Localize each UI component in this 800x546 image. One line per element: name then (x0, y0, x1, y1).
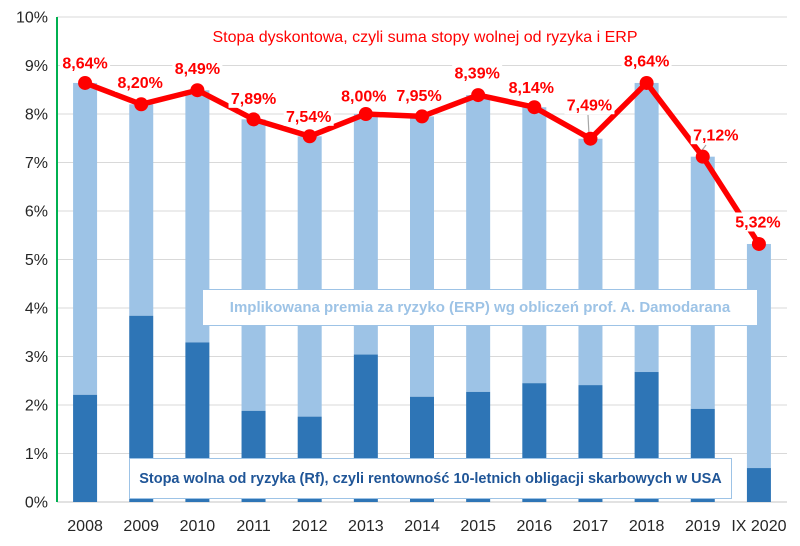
bar-erp-segment (578, 138, 603, 386)
y-axis-tick-label: 3% (25, 349, 48, 366)
line-point-marker (246, 112, 261, 127)
label-leader-line (587, 114, 590, 136)
data-label-background (394, 85, 444, 105)
x-axis-tick-label: 2008 (67, 518, 103, 535)
x-axis-tick-label: 2016 (517, 518, 553, 535)
y-axis-tick-label: 7% (25, 155, 48, 172)
x-axis-tick-label: 2019 (685, 518, 721, 535)
data-label-background (172, 58, 223, 78)
line-point-marker (751, 236, 766, 251)
rf-annotation-label: Stopa wolna od ryzyka (Rf), czyli rentow… (139, 470, 722, 487)
line-point-marker (134, 97, 149, 112)
line-data-label: 8,39% (454, 66, 499, 83)
y-axis-tick-label: 1% (25, 446, 48, 463)
line-point-marker (695, 149, 710, 164)
y-axis-tick-label: 4% (25, 301, 48, 318)
line-data-label: 8,64% (624, 54, 669, 71)
data-label-background (621, 51, 672, 71)
line-point-marker (583, 131, 598, 146)
bar-rf-segment (73, 394, 98, 502)
erp-annotation-label: Implikowana premia za ryzyko (ERP) wg ob… (229, 299, 731, 316)
x-axis-tick-labels: 2008 2009 2010 2011 2012 2013 2014 2015 2016 2017… (67, 518, 786, 535)
bar-erp-segment (73, 82, 98, 395)
data-label-background (732, 212, 783, 232)
line-data-label: 7,49% (567, 97, 612, 114)
line-data-label: 7,12% (693, 127, 738, 144)
line-data-label: 8,64% (62, 56, 107, 73)
line-point-marker (527, 100, 542, 115)
line-point-marker (358, 107, 373, 121)
data-label-backgrounds (60, 51, 783, 232)
bar-erp-segment (297, 136, 322, 417)
line-point-marker (302, 129, 317, 144)
line-data-label: 8,20% (118, 75, 163, 92)
y-axis-tick-label: 5% (25, 252, 48, 269)
bar-erp-segment (466, 95, 491, 392)
data-label-background (690, 125, 741, 145)
line-point-marker (639, 75, 654, 90)
data-label-background (115, 72, 166, 92)
bar-erp-segment (522, 107, 547, 384)
x-axis-tick-label: IX 2020 (731, 518, 786, 535)
data-label-background (338, 86, 389, 106)
bar-rf-segment (746, 468, 771, 502)
data-label-background (452, 63, 503, 83)
y-axis-tick-label: 9% (25, 58, 48, 75)
x-axis-tick-label: 2011 (236, 518, 271, 535)
line-data-label: 8,00% (341, 89, 386, 106)
line-markers (78, 75, 766, 251)
data-label-background (506, 77, 557, 97)
line-data-label: 5,32% (735, 215, 780, 232)
data-label-background (60, 53, 111, 73)
line-point-marker (415, 109, 429, 124)
erp-annotation-box: Implikowana premia za ryzyko (ERP) wg ob… (202, 289, 758, 326)
x-axis-tick-label: 2010 (180, 518, 216, 535)
y-axis-tick-label: 6% (25, 204, 48, 221)
y-axis-tick-label: 0% (25, 495, 48, 512)
y-axis-tick-label: 2% (25, 398, 48, 415)
line-data-label: 7,54% (286, 109, 331, 126)
x-axis-tick-label: 2014 (404, 518, 440, 535)
line-data-label: 8,14% (509, 80, 554, 97)
line-data-label: 7,89% (231, 91, 276, 108)
bar-erp-segment (241, 119, 266, 411)
bar-erp-segment (410, 116, 434, 397)
x-axis-tick-label: 2018 (629, 518, 665, 535)
data-labels: 8,64% 8,20% 8,49% 7,89% 7,54% 8,00% 7,95% 8,39%… (62, 54, 780, 232)
bar-erp-segment (634, 82, 659, 373)
bar-erp-segment (746, 243, 771, 469)
line-point-marker (190, 83, 205, 98)
x-axis-tick-label: 2015 (460, 518, 496, 535)
line-point-marker (78, 75, 93, 90)
bar-erp-segment (129, 104, 154, 316)
y-axis-tick-label: 10% (16, 10, 48, 27)
line-data-label: 8,49% (175, 61, 220, 78)
line-point-marker (471, 88, 486, 103)
bar-erp-segment (690, 156, 715, 409)
rf-annotation-box: Stopa wolna od ryzyka (Rf), czyli rentow… (129, 458, 732, 499)
y-axis-tick-label: 8% (25, 107, 48, 124)
x-axis-tick-label: 2017 (573, 518, 609, 535)
data-label-background (283, 106, 334, 126)
x-axis-tick-label: 2012 (292, 518, 328, 535)
data-label-background (228, 88, 279, 108)
x-axis-tick-label: 2013 (348, 518, 384, 535)
y-axis-tick-labels: 0% 1% 2% 3% 4% 5% 6% 7% 8% 9% 10% (16, 10, 48, 512)
chart-title: Stopa dyskontowa, czyli suma stopy wolne… (212, 29, 638, 46)
x-axis-tick-label: 2009 (123, 518, 159, 535)
data-label-background (564, 95, 615, 115)
line-data-label: 7,95% (396, 88, 441, 105)
